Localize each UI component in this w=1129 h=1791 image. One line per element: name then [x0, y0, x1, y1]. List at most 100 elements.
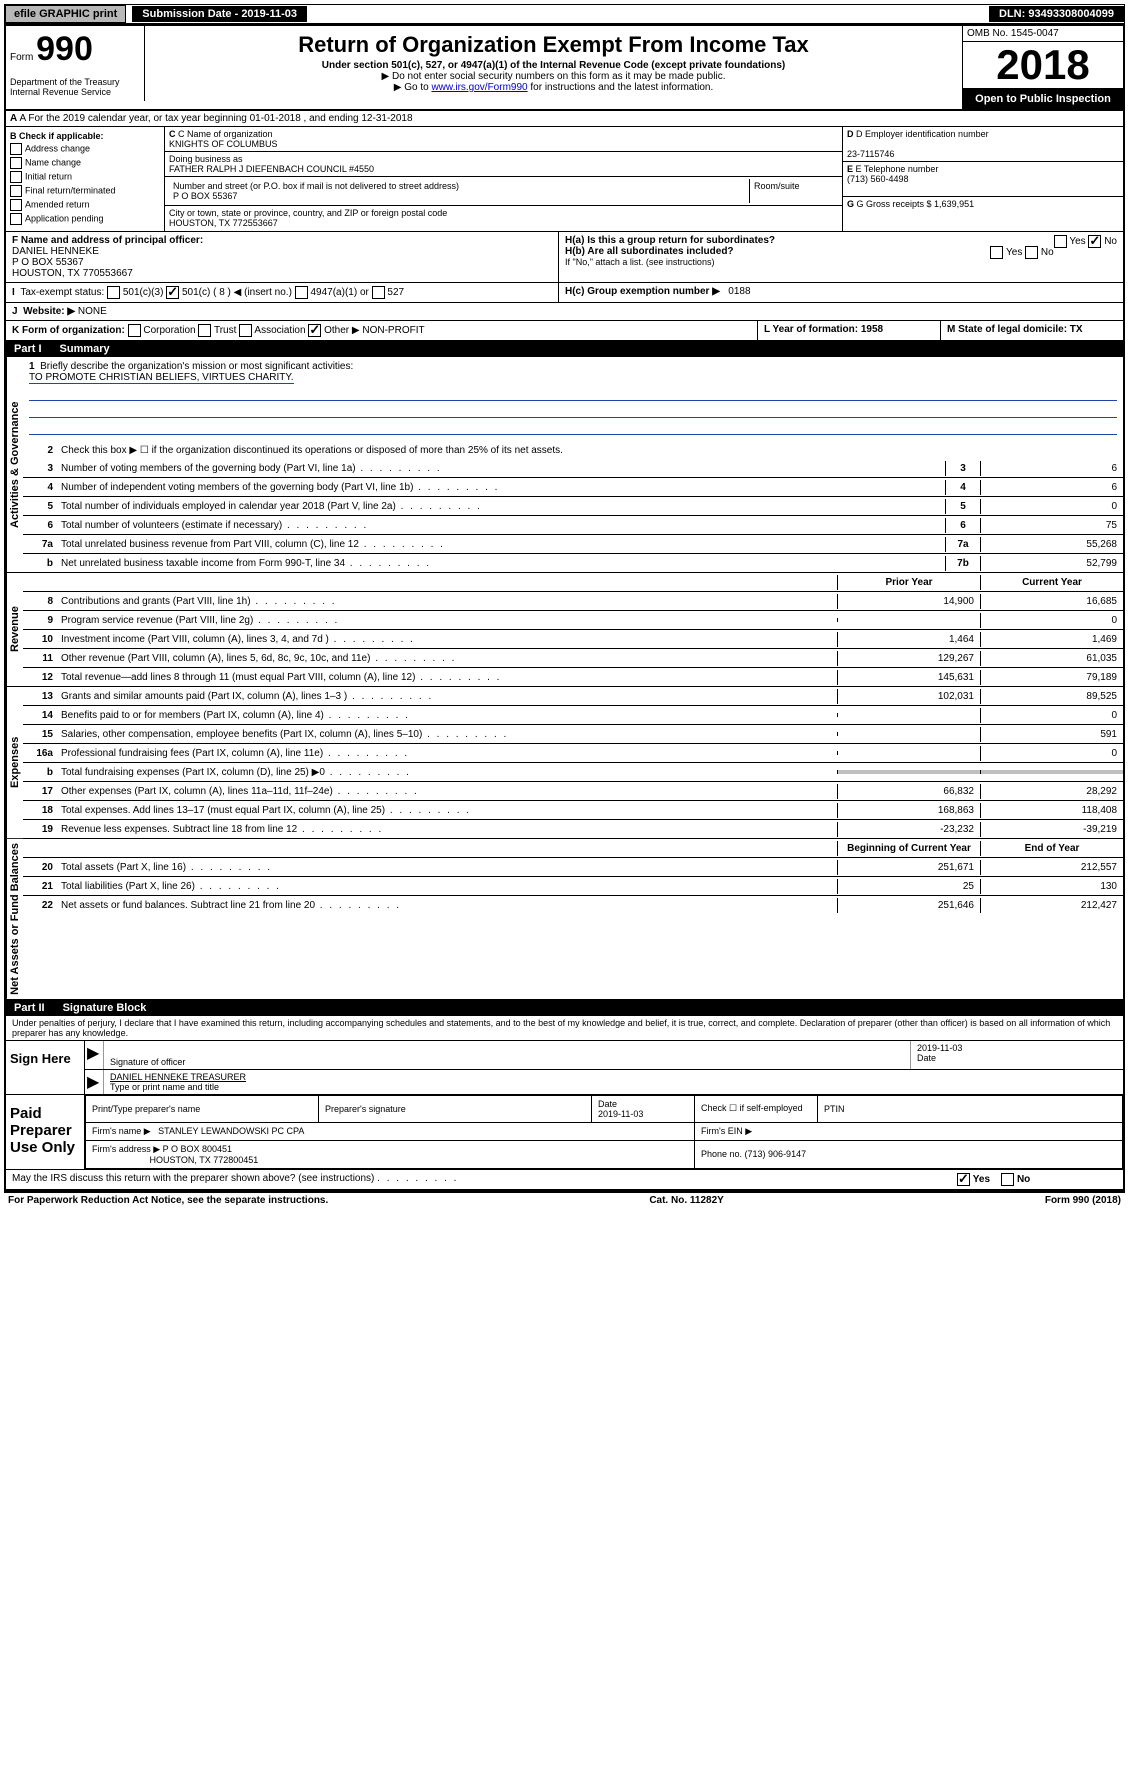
- header-sub1: Under section 501(c), 527, or 4947(a)(1)…: [153, 60, 954, 71]
- line-12: 12Total revenue—add lines 8 through 11 (…: [23, 668, 1123, 686]
- phone-label: E Telephone number: [856, 164, 939, 174]
- vlabel-expenses: Expenses: [6, 687, 23, 838]
- website-value: NONE: [78, 306, 107, 317]
- form-number-box: Form 990: [6, 26, 145, 73]
- line-4: 4Number of independent voting members of…: [23, 478, 1123, 497]
- 501c3-checkbox[interactable]: [107, 286, 120, 299]
- row-f-h: F Name and address of principal officer:…: [6, 232, 1123, 283]
- firm-ein-label: Firm's EIN ▶: [695, 1122, 1123, 1140]
- page-footer: For Paperwork Reduction Act Notice, see …: [4, 1193, 1125, 1208]
- line-5: 5Total number of individuals employed in…: [23, 497, 1123, 516]
- hb-no-checkbox[interactable]: [1025, 246, 1038, 259]
- col-b-checkboxes: B Check if applicable: Address changeNam…: [6, 127, 165, 231]
- irs-link[interactable]: www.irs.gov/Form990: [431, 82, 527, 93]
- top-toolbar: efile GRAPHIC print Submission Date - 20…: [4, 4, 1125, 24]
- line-18: 18Total expenses. Add lines 13–17 (must …: [23, 801, 1123, 820]
- k-trust-checkbox[interactable]: [198, 324, 211, 337]
- h-questions: H(a) Is this a group return for subordin…: [559, 232, 1123, 282]
- header-title-area: Return of Organization Exempt From Incom…: [145, 26, 962, 109]
- sig-officer-label: Signature of officer: [110, 1057, 904, 1067]
- header-right-box: OMB No. 1545-0047 2018 Open to Public In…: [962, 26, 1123, 109]
- expenses-section: Expenses 13Grants and similar amounts pa…: [6, 687, 1123, 839]
- paid-preparer-section: Paid Preparer Use Only Print/Type prepar…: [6, 1095, 1123, 1170]
- city-value: HOUSTON, TX 772553667: [169, 218, 838, 228]
- firm-addr2: HOUSTON, TX 772800451: [150, 1155, 259, 1165]
- line-20: 20Total assets (Part X, line 16)251,6712…: [23, 858, 1123, 877]
- form-header: Form 990 Department of the Treasury Inte…: [6, 26, 1123, 111]
- revenue-section: Revenue Prior Year Current Year 8Contrib…: [6, 573, 1123, 687]
- row-a-tax-year: A A For the 2019 calendar year, or tax y…: [6, 111, 1123, 127]
- footer-left: For Paperwork Reduction Act Notice, see …: [8, 1195, 328, 1206]
- line-b: bTotal fundraising expenses (Part IX, co…: [23, 763, 1123, 782]
- q1-label: Briefly describe the organization's miss…: [40, 361, 353, 372]
- row-j-website: J Website: ▶ NONE: [6, 303, 1123, 321]
- line-10: 10Investment income (Part VIII, column (…: [23, 630, 1123, 649]
- efile-button[interactable]: efile GRAPHIC print: [5, 5, 126, 23]
- tax-year: 2018: [963, 42, 1123, 89]
- form-container: Form 990 Department of the Treasury Inte…: [4, 24, 1125, 1193]
- line-7a: 7aTotal unrelated business revenue from …: [23, 535, 1123, 554]
- line-9: 9Program service revenue (Part VIII, lin…: [23, 611, 1123, 630]
- sig-date: 2019-11-03: [917, 1043, 1117, 1053]
- prep-date: 2019-11-03: [598, 1109, 643, 1119]
- checkbox-address-change[interactable]: Address change: [10, 143, 160, 155]
- checkbox-initial-return[interactable]: Initial return: [10, 171, 160, 183]
- dba-label: Doing business as: [169, 154, 838, 164]
- prior-year-header: Prior Year: [837, 575, 980, 590]
- principal-officer: F Name and address of principal officer:…: [6, 232, 559, 282]
- k-other-checkbox[interactable]: [308, 324, 321, 337]
- end-year-header: End of Year: [980, 841, 1123, 856]
- line-b: bNet unrelated business taxable income f…: [23, 554, 1123, 572]
- officer-name: DANIEL HENNEKE TREASURER: [110, 1072, 1117, 1082]
- checkbox-final-return-terminated[interactable]: Final return/terminated: [10, 185, 160, 197]
- line-6: 6Total number of volunteers (estimate if…: [23, 516, 1123, 535]
- omb-number: OMB No. 1545-0047: [963, 26, 1123, 42]
- col-c-org-info: C C Name of organization KNIGHTS OF COLU…: [165, 127, 842, 231]
- line-11: 11Other revenue (Part VIII, column (A), …: [23, 649, 1123, 668]
- discuss-no-checkbox[interactable]: [1001, 1173, 1014, 1186]
- col-deg-right: D D Employer identification number 23-71…: [842, 127, 1123, 231]
- 4947-checkbox[interactable]: [295, 286, 308, 299]
- prep-name-label: Print/Type preparer's name: [86, 1095, 319, 1122]
- ha-yes-checkbox[interactable]: [1054, 235, 1067, 248]
- discuss-yes-checkbox[interactable]: [957, 1173, 970, 1186]
- sign-here-section: Sign Here ▶ Signature of officer 2019-11…: [6, 1041, 1123, 1095]
- section-bcdefg: B Check if applicable: Address changeNam…: [6, 127, 1123, 232]
- current-year-header: Current Year: [980, 575, 1123, 590]
- date-label: Date: [917, 1053, 1117, 1063]
- line-3: 3Number of voting members of the governi…: [23, 459, 1123, 478]
- gross-receipts: G G Gross receipts $ 1,639,951: [843, 197, 1123, 231]
- dln-label: DLN: 93493308004099: [989, 6, 1124, 22]
- 527-checkbox[interactable]: [372, 286, 385, 299]
- preparer-table: Print/Type preparer's name Preparer's si…: [85, 1095, 1123, 1169]
- form-number: 990: [36, 30, 93, 68]
- perjury-statement: Under penalties of perjury, I declare th…: [6, 1016, 1123, 1041]
- city-label: City or town, state or province, country…: [169, 208, 838, 218]
- checkbox-name-change[interactable]: Name change: [10, 157, 160, 169]
- self-employed-check[interactable]: Check ☐ if self-employed: [695, 1095, 818, 1122]
- arrow-icon: ▶: [85, 1041, 103, 1069]
- k-association-checkbox[interactable]: [239, 324, 252, 337]
- vlabel-governance: Activities & Governance: [6, 357, 23, 572]
- k-other-value: NON-PROFIT: [362, 325, 424, 336]
- department-box: Department of the Treasury Internal Reve…: [6, 73, 145, 101]
- c-name-label: C C Name of organization: [169, 129, 838, 139]
- dept-treasury: Department of the Treasury: [10, 77, 140, 87]
- row-klm: K Form of organization: Corporation Trus…: [6, 321, 1123, 341]
- activities-governance-section: Activities & Governance 1 Briefly descri…: [6, 357, 1123, 573]
- row-i-hc: I Tax-exempt status: 501(c)(3) 501(c) ( …: [6, 283, 1123, 303]
- arrow-icon: ▶: [85, 1070, 103, 1094]
- line-22: 22Net assets or fund balances. Subtract …: [23, 896, 1123, 914]
- footer-mid: Cat. No. 11282Y: [649, 1195, 723, 1206]
- ein-value: 23-7115746: [847, 149, 894, 159]
- sign-here-label: Sign Here: [6, 1041, 84, 1094]
- 501c-checkbox[interactable]: [166, 286, 179, 299]
- vlabel-netassets: Net Assets or Fund Balances: [6, 839, 23, 999]
- k-corporation-checkbox[interactable]: [128, 324, 141, 337]
- checkbox-application-pending[interactable]: Application pending: [10, 213, 160, 225]
- prep-sig-label: Preparer's signature: [319, 1095, 592, 1122]
- hb-yes-checkbox[interactable]: [990, 246, 1003, 259]
- checkbox-amended-return[interactable]: Amended return: [10, 199, 160, 211]
- form-title: Return of Organization Exempt From Incom…: [153, 32, 954, 58]
- ha-no-checkbox[interactable]: [1088, 235, 1101, 248]
